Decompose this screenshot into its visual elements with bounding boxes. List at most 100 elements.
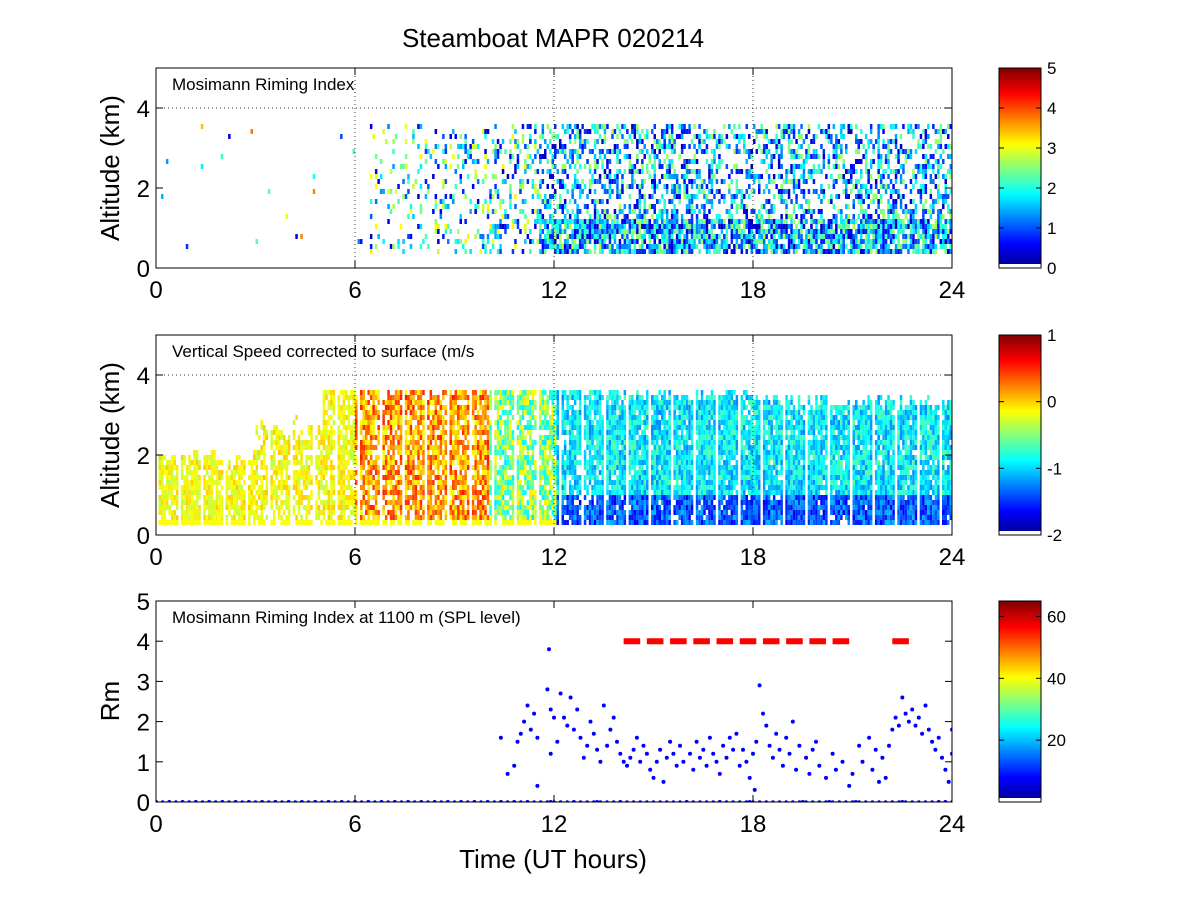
heatmap-cell [715, 179, 719, 184]
heatmap-cell [215, 495, 219, 500]
heatmap-cell [342, 415, 346, 420]
heatmap-cell [392, 500, 395, 505]
heatmap-cell [392, 204, 395, 209]
heatmap-cell [355, 460, 358, 465]
heatmap-cell [680, 219, 684, 224]
heatmap-cell [350, 520, 353, 525]
heatmap-cell [578, 244, 582, 249]
heatmap-cell [372, 505, 375, 510]
heatmap-cell [795, 194, 798, 199]
heatmap-cell [790, 214, 793, 219]
heatmap-cell [300, 515, 303, 520]
heatmap-cell [621, 184, 624, 189]
heatmap-cell [180, 455, 184, 460]
heatmap-cell [556, 244, 559, 249]
heatmap-cell [399, 405, 403, 410]
heatmap-cell [337, 505, 341, 510]
heatmap-cell [417, 450, 420, 455]
heatmap-cell [845, 224, 848, 229]
heatmap-cell [322, 475, 326, 480]
heatmap-cell [442, 234, 445, 239]
heatmap-cell [628, 194, 632, 199]
heatmap-cell [947, 239, 950, 244]
heatmap-cell [603, 174, 607, 179]
heatmap-cell [782, 134, 786, 139]
heatmap-cell [767, 149, 771, 154]
heatmap-cell [573, 249, 577, 254]
heatmap-cell [534, 189, 537, 194]
heatmap-cell [322, 420, 326, 425]
heatmap-cell [412, 505, 415, 510]
heatmap-cell [429, 154, 433, 159]
heatmap-cell [384, 515, 388, 520]
heatmap-cell [210, 505, 214, 510]
heatmap-cell [481, 470, 485, 475]
heatmap-cell [790, 199, 793, 204]
heatmap-cell [845, 144, 848, 149]
heatmap-cell [939, 139, 943, 144]
heatmap-cell [427, 415, 430, 420]
heatmap-cell [300, 430, 303, 435]
heatmap-cell [180, 490, 184, 495]
heatmap-cell [332, 445, 336, 450]
heatmap-cell [815, 134, 818, 139]
heatmap-cell [327, 415, 331, 420]
heatmap-cell [347, 420, 350, 425]
heatmap-cell [352, 430, 355, 435]
heatmap-cell [422, 460, 425, 465]
heatmap-cell [185, 470, 189, 475]
heatmap-cell [780, 189, 783, 194]
heatmap-cell [208, 475, 211, 480]
heatmap-cell [904, 224, 908, 229]
heatmap-cell [636, 214, 639, 219]
heatmap-cell [452, 520, 455, 525]
heatmap-cell [183, 485, 186, 490]
heatmap-cell [922, 239, 925, 244]
heatmap-cell [633, 124, 637, 129]
heatmap-cell [419, 224, 423, 229]
heatmap-cell [653, 234, 656, 239]
heatmap-cell [700, 234, 704, 239]
heatmap-cell [840, 149, 843, 154]
heatmap-cell [362, 410, 365, 415]
heatmap-cell [444, 430, 448, 435]
heatmap-cell [551, 144, 554, 149]
heatmap-cell [675, 184, 679, 189]
heatmap-cell [394, 480, 398, 485]
heatmap-cell [561, 249, 564, 254]
heatmap-cell [683, 189, 686, 194]
heatmap-cell [526, 219, 530, 224]
x-tick-label: 18 [740, 277, 767, 304]
heatmap-cell [484, 430, 487, 435]
heatmap-cell [857, 229, 860, 234]
heatmap-cell [770, 159, 773, 164]
heatmap-cell [457, 415, 460, 420]
heatmap-cell [277, 470, 281, 475]
heatmap-cell [466, 460, 470, 465]
heatmap-cell [504, 445, 507, 450]
heatmap-cell [608, 189, 612, 194]
heatmap-cell [899, 229, 903, 234]
heatmap-cell [357, 239, 360, 244]
heatmap-cell [434, 204, 438, 209]
heatmap-cell [663, 184, 666, 189]
heatmap-cell [832, 244, 836, 249]
heatmap-cell [947, 194, 950, 199]
heatmap-cell [377, 520, 380, 525]
heatmap-cell [362, 495, 365, 500]
heatmap-cell [837, 194, 841, 199]
heatmap-cell [213, 500, 216, 505]
heatmap-cell [384, 430, 388, 435]
heatmap-cell [648, 174, 651, 179]
heatmap-cell [516, 159, 520, 164]
heatmap-cell [937, 144, 940, 149]
heatmap-cell [369, 430, 373, 435]
heatmap-cell [576, 169, 579, 174]
heatmap-cell [462, 395, 465, 400]
heatmap-cell [867, 189, 870, 194]
heatmap-cell [347, 500, 350, 505]
heatmap-cell [340, 475, 343, 480]
heatmap-cell [927, 134, 930, 139]
heatmap-cell [673, 239, 676, 244]
